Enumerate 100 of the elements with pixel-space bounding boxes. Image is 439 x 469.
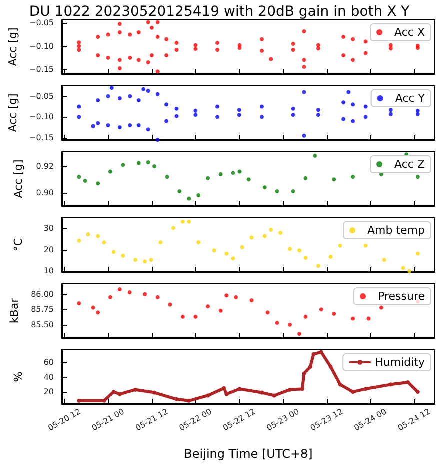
- point: [121, 163, 126, 168]
- point: [77, 48, 82, 52]
- point: [194, 43, 198, 48]
- point: [112, 390, 116, 394]
- point: [416, 390, 420, 394]
- point: [156, 138, 160, 142]
- point: [238, 46, 242, 50]
- point: [171, 226, 176, 230]
- y-axis-title: Acc [g]: [6, 28, 20, 66]
- point: [102, 398, 106, 403]
- point: [143, 260, 148, 264]
- chart-title: DU 1022 20230520125419 with 20dB gain in both X Y: [29, 4, 410, 20]
- point: [146, 128, 150, 132]
- point: [302, 134, 306, 138]
- point: [106, 32, 110, 37]
- point: [237, 113, 242, 118]
- point: [118, 58, 122, 62]
- point: [178, 190, 182, 194]
- point: [174, 114, 179, 118]
- point: [416, 252, 420, 256]
- point: [152, 390, 157, 395]
- y-tick-label: 10: [44, 266, 54, 276]
- point: [146, 20, 150, 24]
- point: [187, 220, 192, 224]
- point: [168, 302, 172, 307]
- point: [134, 258, 138, 262]
- point: [328, 254, 333, 259]
- point: [272, 394, 276, 398]
- point: [416, 108, 420, 113]
- point: [218, 172, 223, 176]
- point: [142, 87, 146, 92]
- point: [118, 22, 122, 26]
- point: [136, 98, 141, 103]
- point: [351, 175, 356, 180]
- point: [275, 190, 280, 194]
- point: [406, 380, 410, 384]
- point: [298, 332, 302, 336]
- y-tick-label: 40: [44, 372, 54, 382]
- point: [206, 394, 210, 398]
- point: [266, 310, 270, 315]
- point: [291, 42, 296, 46]
- point: [216, 41, 220, 46]
- point: [231, 171, 236, 176]
- point: [150, 54, 154, 58]
- point: [291, 48, 296, 52]
- point: [291, 106, 296, 111]
- point: [102, 240, 106, 245]
- point: [156, 70, 160, 74]
- point: [288, 247, 292, 252]
- point: [288, 388, 292, 392]
- point: [96, 182, 100, 186]
- point: [224, 294, 229, 298]
- point: [304, 256, 308, 260]
- point: [216, 104, 220, 109]
- x-axis-title: Beijing Time [UTC+8]: [184, 447, 313, 461]
- point: [136, 161, 141, 166]
- point: [291, 113, 296, 118]
- point: [262, 186, 267, 190]
- point: [351, 390, 356, 394]
- point: [316, 46, 320, 51]
- point: [342, 100, 346, 105]
- point: [304, 314, 308, 319]
- y-tick-label: 85.50: [31, 320, 54, 330]
- point: [388, 108, 393, 112]
- point: [128, 56, 132, 60]
- y-tick-label: 86.00: [31, 290, 54, 299]
- y-tick-label: 20: [44, 388, 54, 397]
- point: [77, 302, 82, 306]
- point: [174, 106, 179, 111]
- point: [364, 40, 368, 44]
- point: [156, 92, 160, 96]
- y-tick-label: −0.05: [29, 18, 54, 28]
- point: [106, 123, 110, 128]
- point: [174, 397, 179, 402]
- point: [108, 295, 112, 300]
- point: [180, 220, 185, 224]
- point: [196, 193, 201, 198]
- point: [91, 124, 96, 128]
- point: [316, 108, 320, 112]
- point: [416, 46, 420, 50]
- point: [128, 32, 132, 37]
- point: [260, 48, 264, 53]
- point: [351, 119, 356, 124]
- y-axis-title: kBar: [8, 298, 22, 324]
- point: [121, 254, 126, 258]
- point: [364, 115, 368, 120]
- y-tick-label: −0.10: [29, 42, 54, 51]
- point: [212, 248, 216, 253]
- y-tick-label: −0.15: [29, 64, 54, 74]
- point: [206, 176, 210, 180]
- point: [308, 364, 312, 369]
- point: [149, 258, 154, 262]
- point: [128, 123, 132, 128]
- point: [194, 108, 198, 113]
- point: [146, 88, 150, 93]
- point: [146, 60, 150, 64]
- point: [364, 104, 368, 109]
- point: [342, 117, 346, 122]
- point: [156, 20, 160, 24]
- point: [238, 170, 242, 174]
